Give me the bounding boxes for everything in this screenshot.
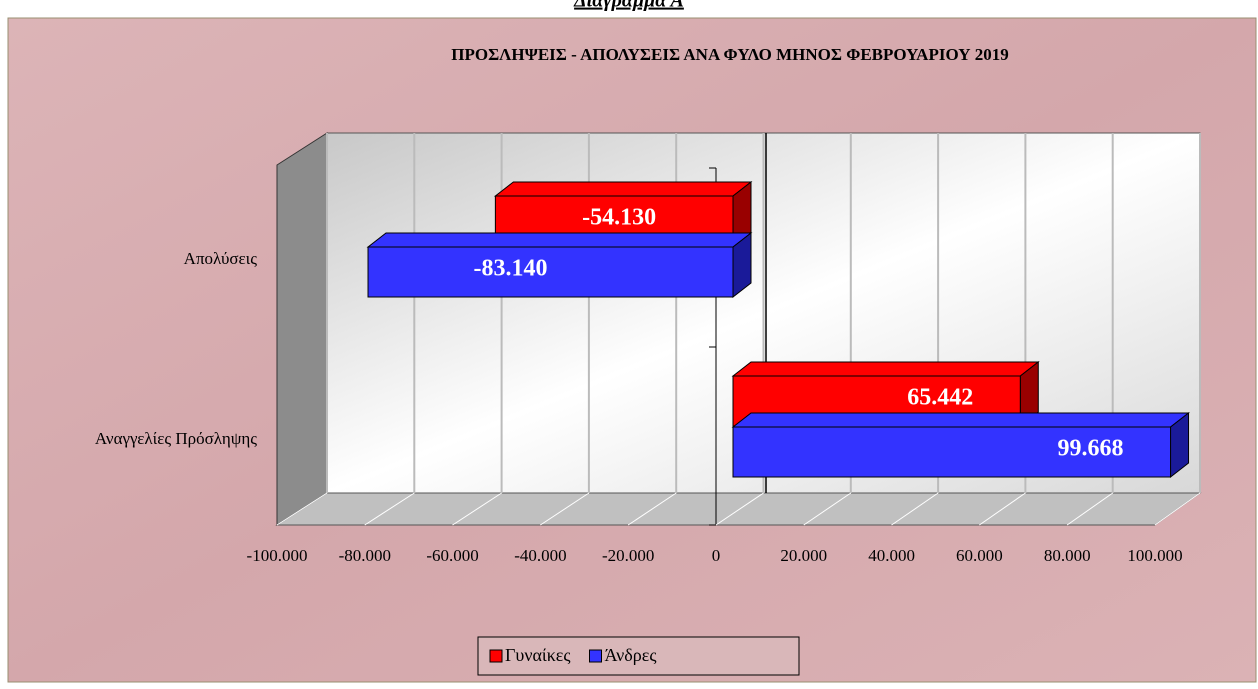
grid-line: [715, 492, 764, 526]
category-label: Αναγγελίες Πρόσληψης: [95, 429, 257, 448]
grid-line: [1066, 492, 1113, 526]
x-tick-label: 100.000: [1127, 546, 1182, 565]
grid-line: [891, 492, 939, 526]
bar-top: [366, 232, 753, 248]
legend-label: Άνδρες: [605, 645, 657, 665]
chart-title: ΠΡΟΣΛΗΨΕΙΣ - ΑΠΟΛΥΣΕΙΣ ΑΝΑ ΦΥΛΟ ΜΗΝΟΣ ΦΕ…: [451, 45, 1009, 64]
value-label: -54.130: [582, 205, 656, 231]
legend-swatch: [589, 649, 602, 663]
grid-line: [627, 492, 677, 526]
legend-swatch: [489, 649, 503, 663]
grid-line: [1154, 492, 1201, 526]
grid-line: [364, 492, 415, 526]
x-tick-label: -60.000: [426, 546, 478, 565]
x-tick-label: -100.000: [247, 546, 308, 565]
heading: Διάγραμμα Α: [573, 0, 684, 12]
grid-line: [803, 492, 852, 526]
bar-top: [731, 412, 1190, 428]
x-tick-label: 80.000: [1044, 546, 1091, 565]
value-label: 65.442: [907, 385, 973, 411]
x-tick-label: 40.000: [868, 546, 915, 565]
x-tick-label: 20.000: [780, 546, 827, 565]
value-label: 99.668: [1058, 436, 1124, 462]
category-label: Απολύσεις: [184, 249, 258, 268]
grid-line: [540, 492, 590, 526]
floor: [275, 492, 1202, 526]
bar: [367, 246, 734, 298]
grid-line: [276, 492, 328, 526]
x-tick-label: -20.000: [602, 546, 654, 565]
x-tick-label: 60.000: [956, 546, 1003, 565]
bar-top: [731, 361, 1040, 377]
bar: [732, 426, 1172, 478]
x-tick-label: 0: [712, 546, 721, 565]
side-wall: [276, 132, 328, 526]
x-tick-label: -80.000: [339, 546, 391, 565]
value-label: -83.140: [474, 256, 548, 282]
legend: [477, 636, 800, 676]
bar-top: [493, 181, 753, 197]
legend-label: Γυναίκες: [505, 645, 571, 665]
grid-line: [452, 492, 502, 526]
x-tick-label: -40.000: [514, 546, 566, 565]
grid-line: [979, 492, 1026, 526]
